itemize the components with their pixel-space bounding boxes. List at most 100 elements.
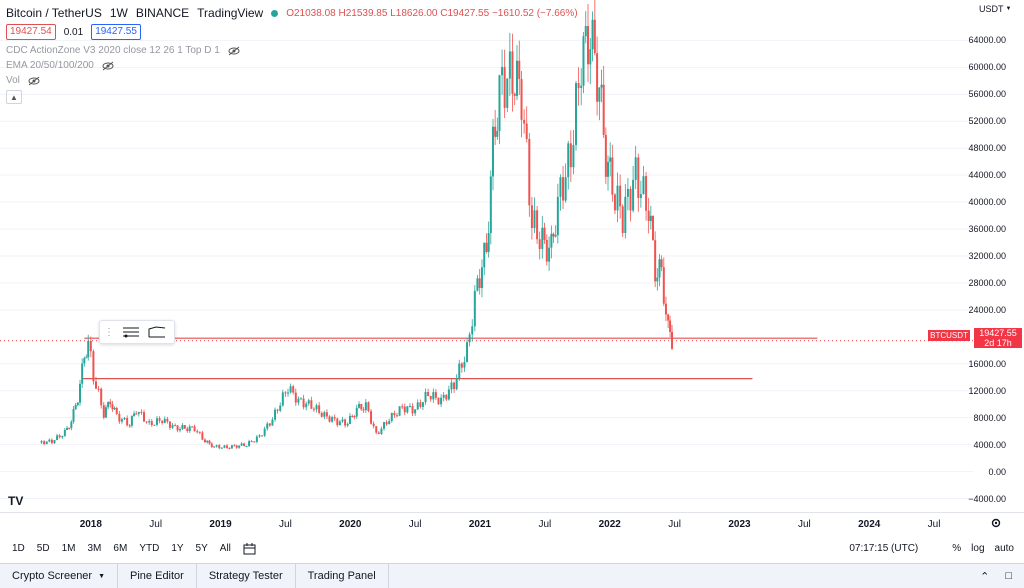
candle-body [261, 435, 264, 437]
candle-body [150, 421, 153, 425]
date-range-icon[interactable] [243, 542, 257, 555]
indicator-row-1[interactable]: CDC ActionZone V3 2020 close 12 26 1 Top… [6, 43, 578, 58]
candle-body [203, 439, 206, 443]
drawing-toolbar[interactable]: ⋮ [99, 320, 175, 344]
candle-body [48, 439, 51, 442]
chevron-up-icon[interactable]: ⌃ [980, 570, 990, 583]
candle-body [582, 36, 585, 86]
timeframe-button[interactable]: 6M [113, 543, 128, 554]
chart-area[interactable]: Bitcoin / TetherUS 1W BINANCE TradingVie… [0, 0, 1024, 512]
last-price-tag: 19427.55 2d 17h [974, 328, 1022, 348]
candle-body [355, 407, 358, 417]
price-tick-label: 44000.00 [968, 170, 1006, 181]
sell-price[interactable]: 19427.54 [6, 24, 56, 40]
candle-body [230, 445, 233, 449]
market-status-icon [271, 10, 279, 17]
indicator-row-2[interactable]: EMA 20/50/100/200 [6, 58, 578, 73]
candle-body [43, 441, 46, 445]
candle-body [226, 445, 229, 448]
tab-crypto-screener[interactable]: Crypto Screener ▼ [0, 564, 119, 588]
timeframe-button[interactable]: 1Y [171, 543, 184, 554]
candle-body [233, 445, 236, 447]
gear-icon[interactable] [990, 517, 1002, 529]
time-tick-label: 2022 [598, 519, 621, 530]
candle-body [598, 87, 601, 102]
candle-body [89, 341, 92, 352]
candle-body [168, 421, 171, 428]
candle-body [518, 60, 521, 80]
price-tick-label: 48000.00 [968, 143, 1006, 154]
interval[interactable]: 1W [109, 6, 128, 20]
candle-body [559, 177, 562, 197]
tab-trading-panel[interactable]: Trading Panel [296, 564, 389, 588]
candle-body [128, 425, 131, 427]
tradingview-logo[interactable]: TV [8, 494, 24, 508]
log-toggle[interactable]: log [971, 543, 985, 554]
symbol-name[interactable]: Bitcoin / TetherUS [6, 6, 102, 20]
time-tick-label: Jul [279, 519, 292, 530]
timeframe-button[interactable]: All [219, 543, 231, 554]
candle-body [480, 267, 483, 288]
candle-body [483, 242, 486, 268]
candle-body [575, 83, 578, 146]
candle-body [548, 247, 551, 262]
timeframe-button[interactable]: YTD [139, 543, 160, 554]
candle-body [266, 423, 269, 429]
eye-icon[interactable] [102, 61, 114, 71]
tab-label: Crypto Screener [12, 570, 93, 582]
candle-body [530, 205, 533, 228]
price-tick-label: 12000.00 [968, 385, 1006, 396]
candle-body [569, 143, 572, 168]
candle-body [191, 426, 194, 428]
time-axis[interactable]: 2018 Jul 2019 Jul 2020 Jul 2021 Jul 2022 Jul 2023 J… [0, 512, 1024, 535]
eye-icon[interactable] [28, 76, 40, 86]
timeframe-button[interactable]: 1M [61, 543, 76, 554]
candle-body [445, 394, 448, 400]
eye-icon[interactable] [228, 46, 240, 56]
candle-body [619, 185, 622, 207]
price-axis[interactable]: USDT ▼ 64000.00 60000.00 56000.00 52000.00 48… [968, 0, 1024, 512]
candle-body [541, 227, 544, 249]
tab-label: Trading Panel [307, 570, 376, 582]
timeframe-button[interactable]: 5Y [195, 543, 208, 554]
line-style-icon[interactable] [122, 325, 140, 339]
candle-body [83, 358, 86, 364]
trend-settings-icon[interactable] [148, 325, 166, 339]
candle-body [416, 402, 419, 410]
candle-body [201, 432, 204, 440]
candle-body [213, 446, 216, 448]
candle-body [424, 391, 427, 403]
timeframe-button[interactable]: 1D [12, 543, 25, 554]
candle-body [604, 134, 607, 177]
buy-price[interactable]: 19427.55 [91, 24, 141, 40]
tab-strategy-tester[interactable]: Strategy Tester [197, 564, 296, 588]
collapse-legend-button[interactable]: ▲ [6, 90, 22, 104]
auto-toggle[interactable]: auto [994, 543, 1014, 554]
time-tick-label: Jul [538, 519, 552, 530]
timeframe-button[interactable]: 3M [87, 543, 102, 554]
candle-body [471, 326, 474, 335]
drag-handle-icon[interactable]: ⋮ [104, 326, 114, 338]
candle-body [53, 440, 56, 443]
candle-body [198, 431, 201, 433]
timeframe-list: 1D 5D 1M 3M 6M YTD 1Y 5Y All [12, 543, 231, 554]
candle-body [609, 157, 612, 162]
percent-toggle[interactable]: % [952, 543, 962, 554]
candle-body [70, 421, 73, 429]
candle-body [137, 411, 140, 414]
price-chart[interactable] [0, 0, 973, 512]
legend-title-row: Bitcoin / TetherUS 1W BINANCE TradingVie… [6, 6, 578, 21]
candle-body [174, 425, 177, 427]
candle-body [645, 176, 648, 211]
indicator-row-3[interactable]: Vol [6, 73, 578, 88]
maximize-icon[interactable]: □ [1005, 569, 1012, 582]
candle-body [593, 19, 596, 54]
clock-time[interactable]: 07:17:15 (UTC) [849, 543, 919, 554]
currency-selector[interactable]: USDT ▼ [979, 4, 1011, 14]
candle-body [362, 409, 365, 411]
time-tick-label: Jul [408, 519, 422, 530]
candle-body [97, 388, 100, 390]
tab-pine-editor[interactable]: Pine Editor [118, 564, 197, 588]
candle-body [370, 411, 373, 424]
timeframe-button[interactable]: 5D [36, 543, 50, 554]
